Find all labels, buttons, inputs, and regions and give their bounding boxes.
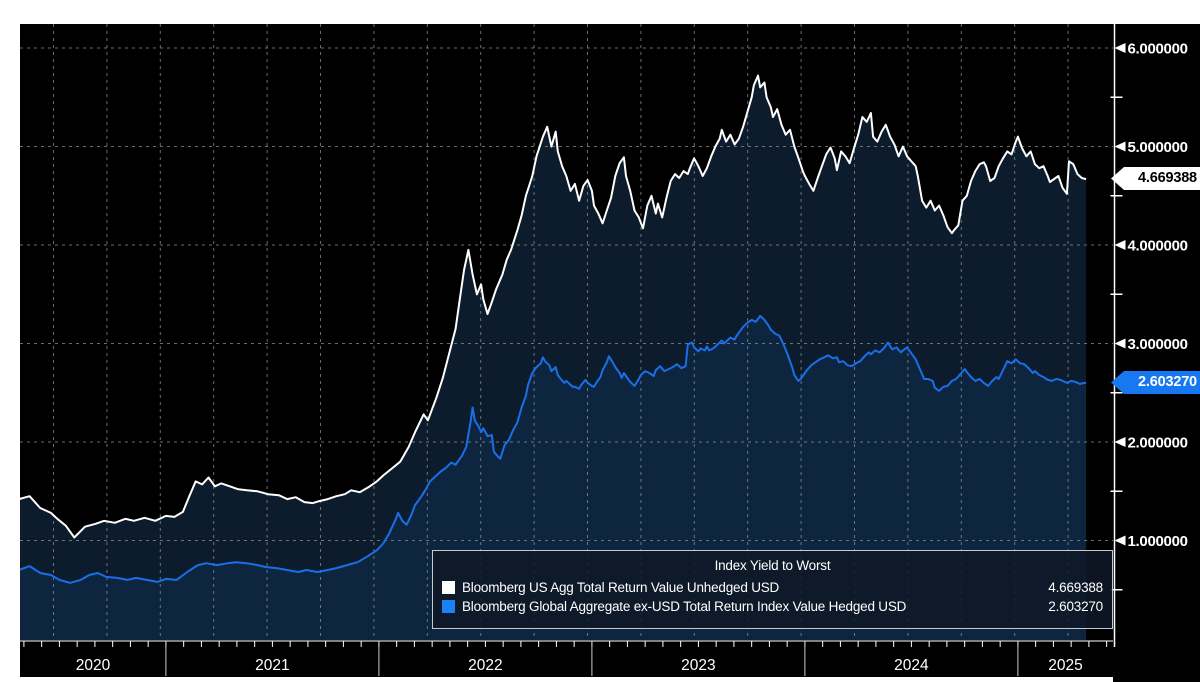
legend-swatch-icon <box>442 600 455 613</box>
legend-row: Bloomberg US Agg Total Return Value Unhe… <box>442 580 1103 595</box>
y-axis-tick-label: 1.000000 <box>1128 533 1188 550</box>
x-axis-year-label: 2024 <box>894 657 929 674</box>
y-axis: 6.000000 5.000000 4.000000 3.000000 2.000000… <box>1110 24 1188 647</box>
series-lines <box>18 74 1087 584</box>
y-axis-tick-label: 6.000000 <box>1128 41 1188 58</box>
y-axis-tick-label: 2.000000 <box>1128 435 1188 452</box>
x-axis-year-label: 2025 <box>1048 657 1082 674</box>
last-value-tag-us-agg: 4.669388 <box>1111 167 1200 190</box>
legend-series-value: 4.669388 <box>1048 580 1103 595</box>
legend-series-label: Bloomberg Global Aggregate ex-USD Total … <box>462 599 907 614</box>
y-axis-tick-label: 4.000000 <box>1128 238 1188 255</box>
x-axis-year-label: 2021 <box>255 657 289 674</box>
x-axis-year-label: 2023 <box>681 657 715 674</box>
legend-row: Bloomberg Global Aggregate ex-USD Total … <box>442 599 1103 614</box>
x-axis: 2020 2021 2022 2023 2024 2025 <box>20 640 1113 676</box>
last-value-tag-global-agg: 2.603270 <box>1111 371 1200 394</box>
y-axis-tick-label: 5.000000 <box>1128 139 1188 156</box>
top-margin <box>0 0 1200 24</box>
y-axis-tick-label: 3.000000 <box>1128 336 1188 353</box>
chart-title: Index Yield to Worst <box>714 558 831 573</box>
legend-series-value: 2.603270 <box>1048 599 1103 614</box>
legend-series-label: Bloomberg US Agg Total Return Value Unhe… <box>462 580 780 595</box>
left-margin <box>0 24 20 677</box>
x-axis-year-label: 2022 <box>468 657 502 674</box>
bottom-margin <box>0 677 1113 682</box>
legend-box: Index Yield to Worst Bloomberg US Agg To… <box>432 550 1113 629</box>
gridlines <box>20 24 1113 640</box>
x-axis-year-label: 2020 <box>76 657 111 674</box>
legend-swatch-icon <box>442 581 455 594</box>
